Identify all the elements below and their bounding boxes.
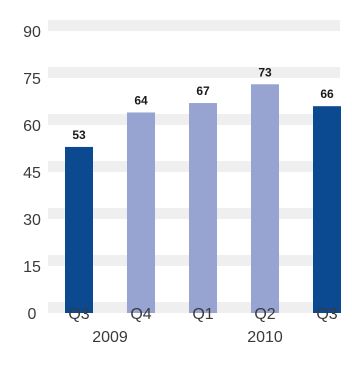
y-axis: 0 15 30 45 60 75 90 xyxy=(23,24,41,323)
x-tick-label: Q4 xyxy=(130,306,151,323)
bar xyxy=(65,146,93,313)
x-tick-label: Q2 xyxy=(254,306,275,323)
bar xyxy=(127,112,155,313)
x-tick-label: Q1 xyxy=(192,306,213,323)
x-tick-label: Q3 xyxy=(316,306,337,323)
bar xyxy=(251,84,279,314)
y-tick-label: 0 xyxy=(28,306,37,323)
bars xyxy=(65,84,341,314)
y-tick-label: 60 xyxy=(23,118,41,135)
bar xyxy=(313,106,341,313)
value-labels: 53 64 67 73 66 xyxy=(72,65,334,142)
y-tick-label: 30 xyxy=(23,212,41,229)
grid-band xyxy=(48,20,340,31)
bar xyxy=(189,103,217,313)
y-tick-label: 90 xyxy=(23,24,41,41)
x-axis: Q3 Q4 Q1 Q2 Q3 2009 2010 xyxy=(68,306,337,346)
x-tick-label: Q3 xyxy=(68,306,89,323)
x-group-label: 2010 xyxy=(247,329,283,346)
bar-value-label: 66 xyxy=(320,87,334,101)
grid-band xyxy=(48,67,340,78)
x-group-label: 2009 xyxy=(92,329,128,346)
bar-value-label: 64 xyxy=(134,93,148,107)
y-tick-label: 15 xyxy=(23,259,41,276)
bar-value-label: 67 xyxy=(196,84,210,98)
y-tick-label: 45 xyxy=(23,165,41,182)
bar-value-label: 53 xyxy=(72,128,86,142)
y-tick-label: 75 xyxy=(23,71,41,88)
bar-value-label: 73 xyxy=(258,65,272,79)
